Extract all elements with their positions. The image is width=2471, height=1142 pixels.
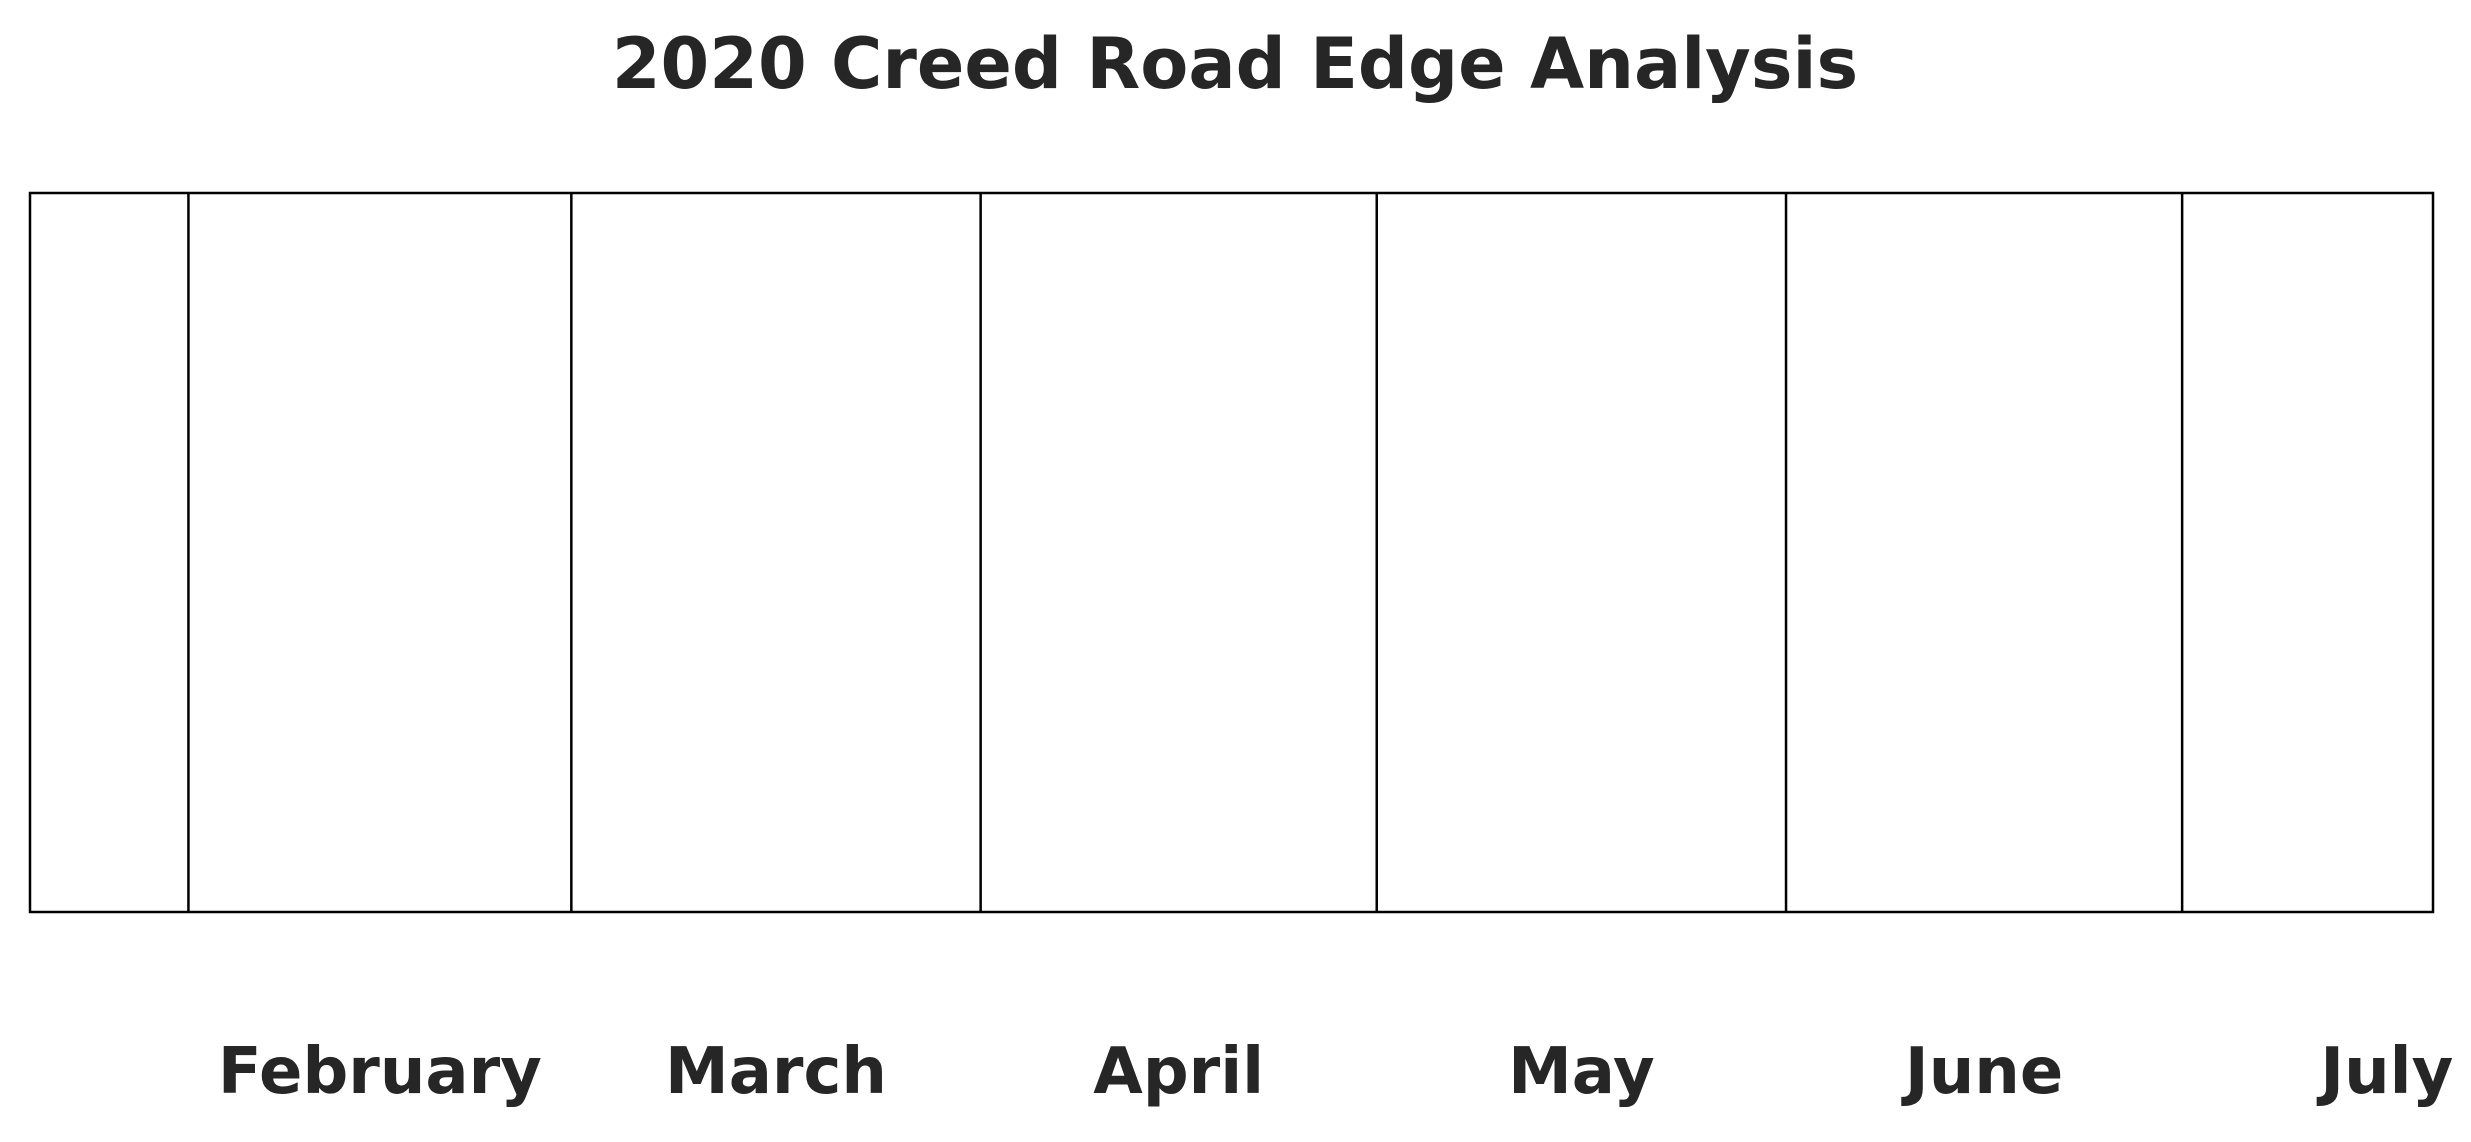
month-label: March — [665, 1035, 887, 1109]
month-label: June — [1901, 1035, 2063, 1109]
month-label: July — [2316, 1035, 2453, 1109]
month-dividers — [187, 193, 2184, 912]
month-label: February — [218, 1035, 542, 1109]
month-label: May — [1508, 1035, 1655, 1109]
plot-frame — [28, 191, 2435, 914]
month-label: April — [1093, 1035, 1264, 1109]
month-labels: February March April May June July — [218, 1035, 2453, 1109]
chart-title: 2020 Creed Road Edge Analysis — [612, 23, 1858, 105]
